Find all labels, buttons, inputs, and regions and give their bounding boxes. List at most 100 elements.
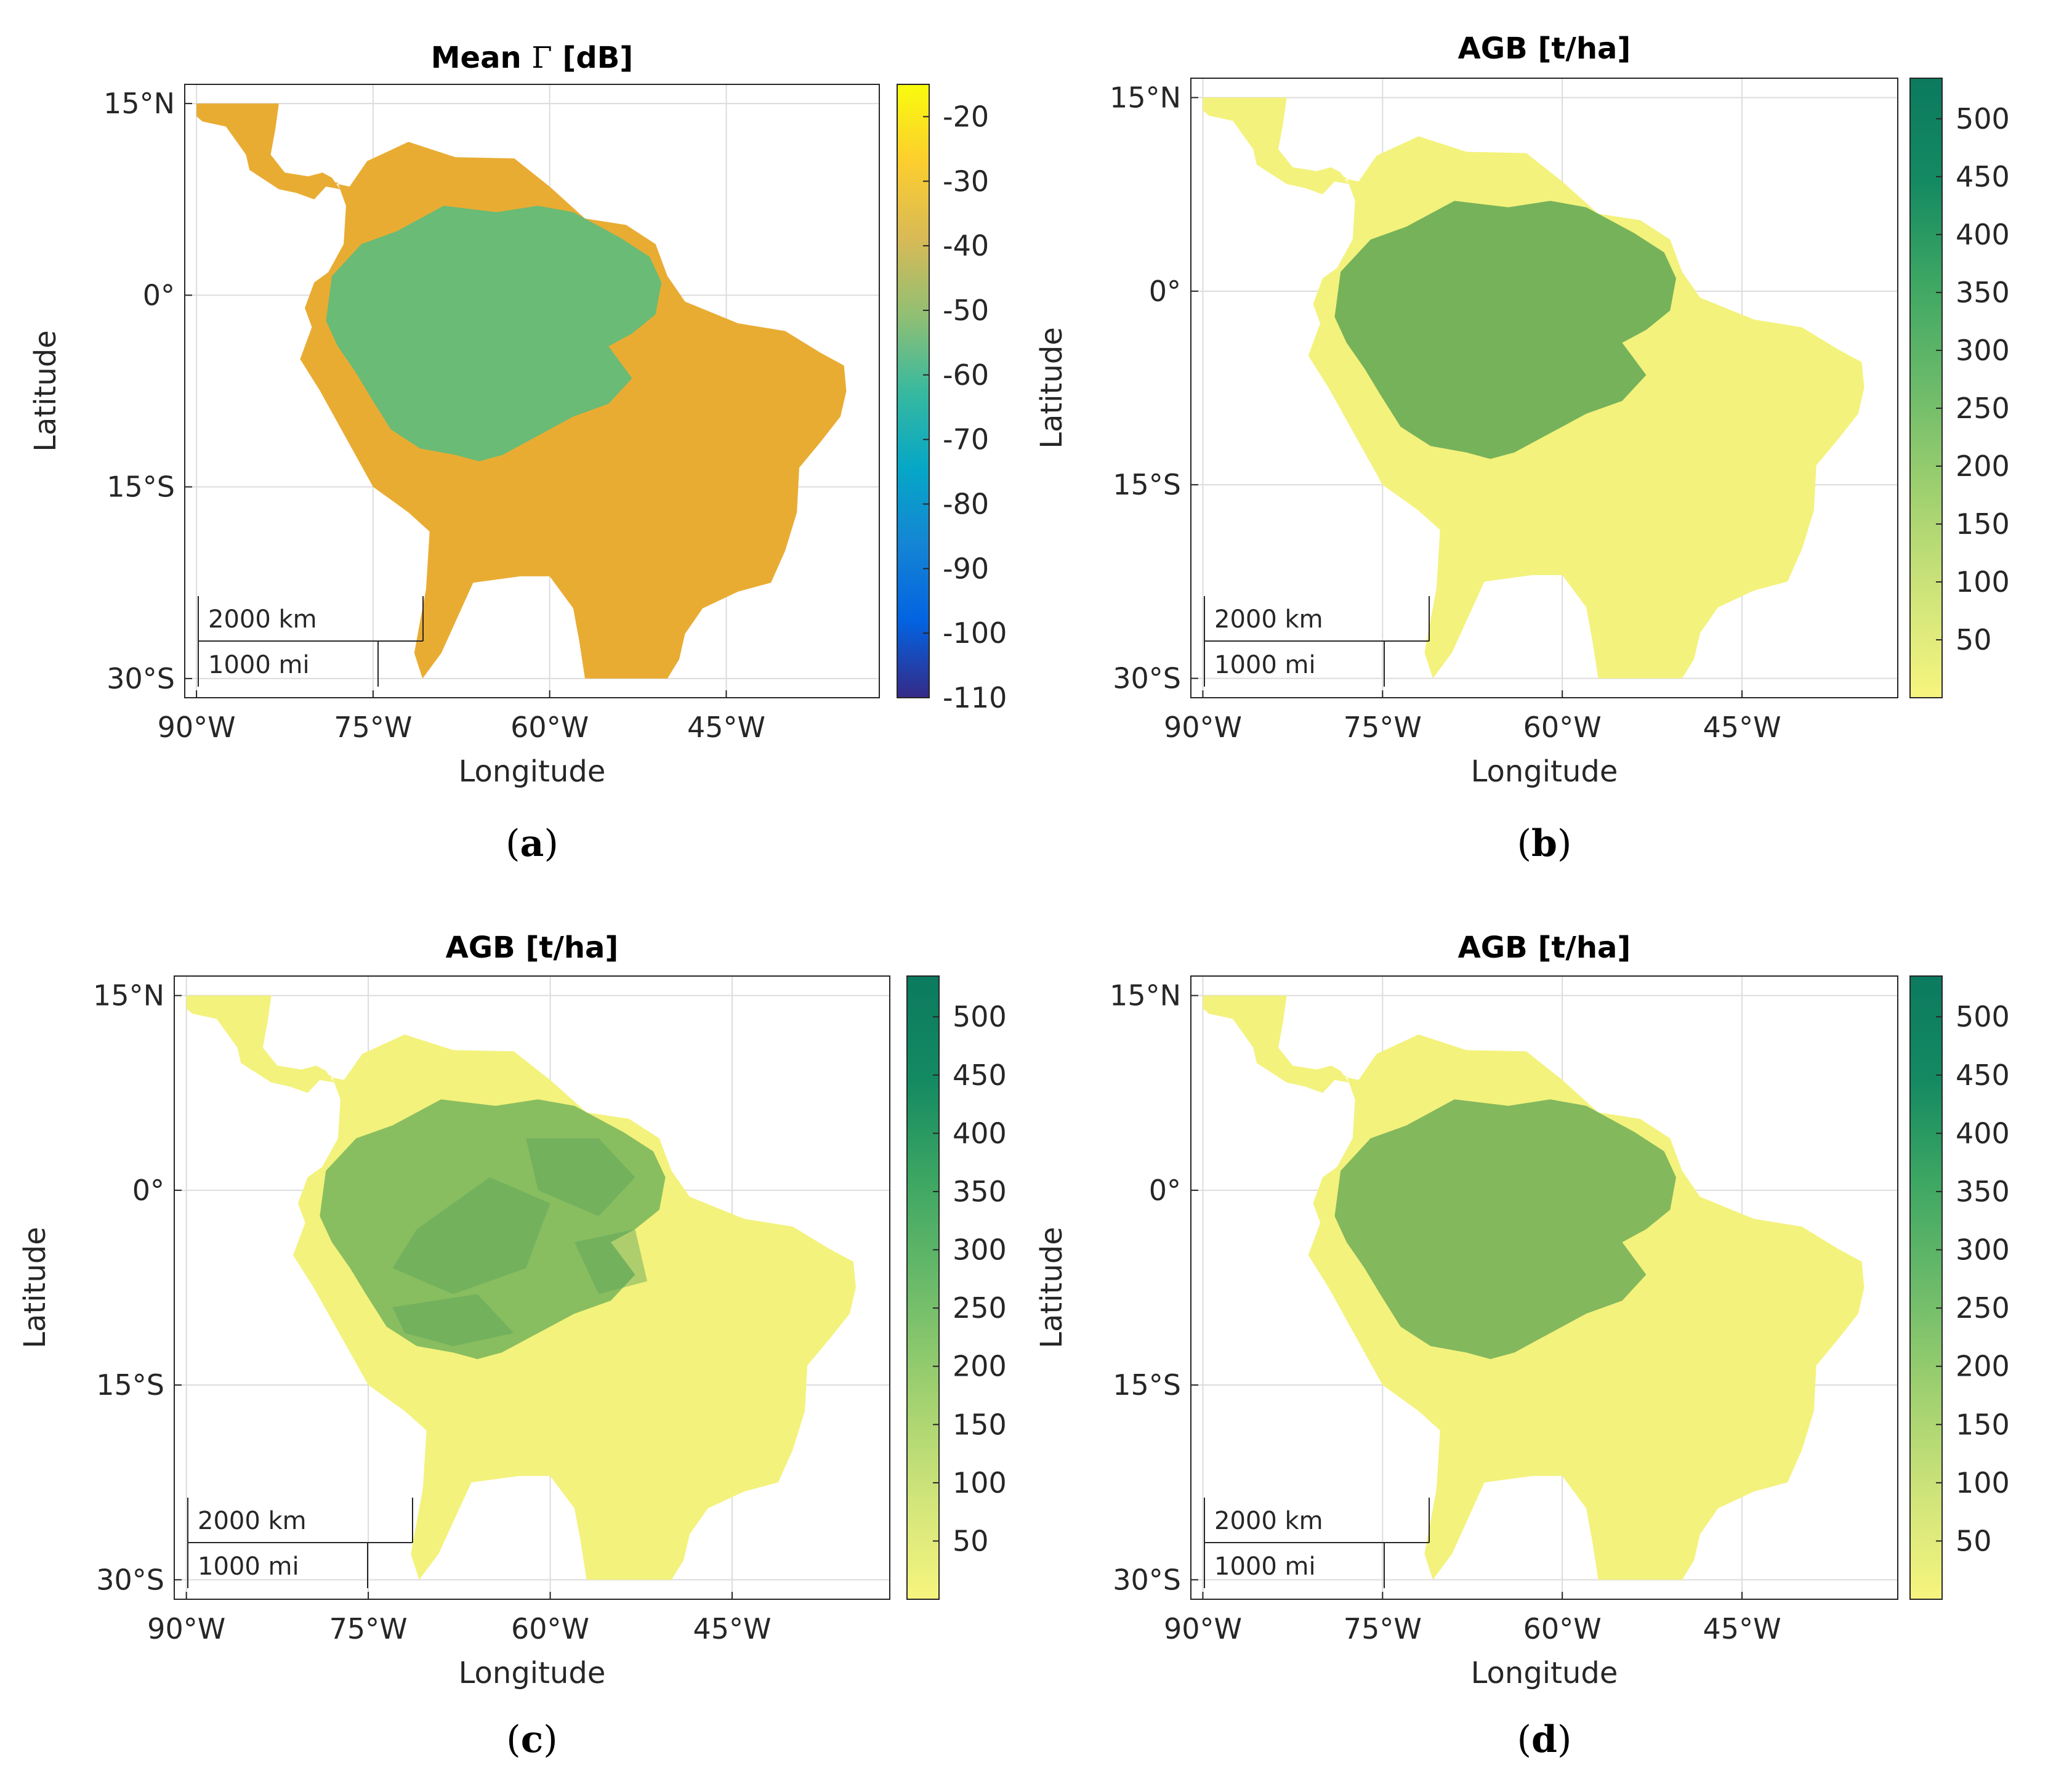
panel-caption: (b) bbox=[1517, 822, 1572, 865]
colorbar-tick-label: 250 bbox=[1956, 392, 2010, 425]
x-tick-label: 75°W bbox=[334, 711, 412, 744]
chart-title: Mean Γ [dB] bbox=[431, 41, 633, 75]
colorbar-tick-label: 200 bbox=[1956, 450, 2010, 483]
y-tick-label: 15°S bbox=[1113, 468, 1181, 501]
colorbar bbox=[906, 975, 940, 1600]
y-tick-label: 0° bbox=[143, 278, 175, 312]
caption-close-paren: ) bbox=[544, 822, 558, 865]
colorbar-tick-label: 400 bbox=[1956, 1116, 2010, 1150]
colorbar-tick-label: 350 bbox=[1956, 276, 2010, 309]
colorbar bbox=[1909, 975, 1943, 1600]
map-layer bbox=[1203, 995, 1865, 1580]
y-axis-label: Latitude bbox=[1034, 327, 1069, 449]
caption-open-paren: ( bbox=[1517, 822, 1531, 865]
caption-letter: a bbox=[520, 822, 544, 865]
amazon-region bbox=[1334, 201, 1676, 459]
scale-bar bbox=[1204, 596, 1430, 687]
colorbar-tick-label: 250 bbox=[953, 1291, 1007, 1325]
colorbar-tick-label: 250 bbox=[1956, 1291, 2010, 1325]
colorbar-tick-label: -40 bbox=[943, 229, 989, 262]
colorbar-tick-label: 500 bbox=[953, 1000, 1007, 1033]
colorbar-tick-label: 150 bbox=[953, 1408, 1007, 1441]
colorbar bbox=[1909, 78, 1943, 698]
colorbar-tick-label: 450 bbox=[1956, 1059, 2010, 1092]
panel-caption: (a) bbox=[506, 822, 558, 865]
landmass-central-america bbox=[1203, 97, 1349, 195]
colorbar-tick-label: 300 bbox=[1956, 1233, 2010, 1267]
y-tick-label: 0° bbox=[132, 1174, 164, 1207]
colorbar-tick-label: 400 bbox=[953, 1116, 1007, 1150]
axes-box bbox=[1190, 975, 1898, 1600]
x-axis-label: Longitude bbox=[1471, 754, 1618, 789]
colorbar-tick-label: 500 bbox=[1956, 1000, 2010, 1033]
x-tick-label: 90°W bbox=[158, 711, 236, 744]
colorbar-tick-label: 50 bbox=[1956, 1524, 1992, 1557]
x-tick-label: 60°W bbox=[511, 1612, 589, 1645]
colorbar-tick-label: 100 bbox=[953, 1466, 1007, 1499]
y-tick-label: 30°S bbox=[107, 662, 175, 695]
x-tick-label: 45°W bbox=[693, 1612, 771, 1645]
caption-close-paren: ) bbox=[1557, 822, 1571, 865]
panel-d: 90°W 75°W 60°W 45°W 15°N 0° 15°S 30°S Longitude L… bbox=[1034, 930, 2010, 1761]
panel-caption: (d) bbox=[1517, 1718, 1572, 1761]
colorbar-tick-label: 200 bbox=[1956, 1350, 2010, 1383]
x-tick-label: 90°W bbox=[147, 1612, 225, 1645]
caption-letter: c bbox=[521, 1718, 544, 1761]
title-symbol: Γ bbox=[531, 41, 552, 75]
axes-box bbox=[174, 975, 890, 1600]
y-tick-label: 15°N bbox=[1110, 81, 1181, 114]
y-tick-label: 15°N bbox=[1110, 979, 1181, 1012]
colorbar-tick-label: 50 bbox=[1956, 623, 1992, 656]
y-tick-label: 15°N bbox=[103, 87, 175, 120]
colorbar-tick-label: 300 bbox=[953, 1233, 1007, 1267]
colorbar-tick-label: 200 bbox=[953, 1350, 1007, 1383]
x-axis-label: Longitude bbox=[459, 1656, 606, 1690]
panel-c: 90°W 75°W 60°W 45°W 15°N 0° 15°S 30°S Longitude L… bbox=[18, 930, 1007, 1761]
colorbar-tick-label: 50 bbox=[953, 1524, 989, 1557]
x-tick-label: 90°W bbox=[1164, 711, 1242, 744]
caption-close-paren: ) bbox=[1557, 1718, 1571, 1761]
y-tick-label: 15°N bbox=[93, 979, 164, 1012]
colorbar-tick-label: -20 bbox=[943, 100, 989, 133]
biomass-blob bbox=[392, 1177, 550, 1294]
colorbar-tick-label: -100 bbox=[943, 616, 1007, 650]
scale-bar bbox=[187, 1498, 413, 1588]
axes-box bbox=[1190, 78, 1898, 698]
scale-bar-km-label: 2000 km bbox=[1214, 1507, 1323, 1535]
axes-box bbox=[184, 84, 880, 698]
colorbar-tick-label: -110 bbox=[943, 681, 1007, 714]
scale-bar bbox=[198, 596, 424, 687]
x-tick-label: 60°W bbox=[1523, 1612, 1602, 1645]
colorbar-tick-label: 350 bbox=[953, 1175, 1007, 1208]
amazon-region bbox=[326, 206, 662, 462]
chart-title: AGB [t/ha] bbox=[1458, 930, 1631, 965]
scale-bar bbox=[1204, 1498, 1430, 1588]
y-tick-label: 15°S bbox=[1113, 1368, 1181, 1402]
colorbar-tick-label: -30 bbox=[943, 164, 989, 198]
scale-bar-mi-label: 1000 mi bbox=[208, 651, 310, 679]
colorbar-tick-label: -90 bbox=[943, 552, 989, 585]
y-tick-label: 15°S bbox=[107, 470, 175, 504]
y-tick-label: 0° bbox=[1149, 275, 1181, 308]
landmass-central-america bbox=[196, 103, 341, 200]
title-prefix: Mean bbox=[431, 41, 532, 75]
colorbar-tick-label: -60 bbox=[943, 358, 989, 392]
y-axis-label: Latitude bbox=[1034, 1227, 1069, 1349]
colorbar-tick-label: 150 bbox=[1956, 1408, 2010, 1441]
x-tick-label: 60°W bbox=[510, 711, 589, 744]
x-tick-label: 90°W bbox=[1164, 1612, 1242, 1645]
colorbar-tick-label: -50 bbox=[943, 294, 989, 327]
landmass-central-america bbox=[1203, 995, 1349, 1093]
colorbar-tick-label: -70 bbox=[943, 423, 989, 456]
amazon-region bbox=[320, 1099, 666, 1359]
y-axis-label: Latitude bbox=[18, 1227, 52, 1349]
y-axis-label: Latitude bbox=[28, 330, 63, 452]
scale-bar-km-label: 2000 km bbox=[1214, 605, 1323, 634]
y-tick-label: 0° bbox=[1149, 1174, 1181, 1207]
colorbar-tick-label: 350 bbox=[1956, 1175, 2010, 1208]
colorbar-tick-label: -80 bbox=[943, 487, 989, 520]
colorbar-tick-label: 400 bbox=[1956, 218, 2010, 251]
scale-bar-km-label: 2000 km bbox=[208, 605, 317, 634]
caption-open-paren: ( bbox=[1517, 1718, 1531, 1761]
